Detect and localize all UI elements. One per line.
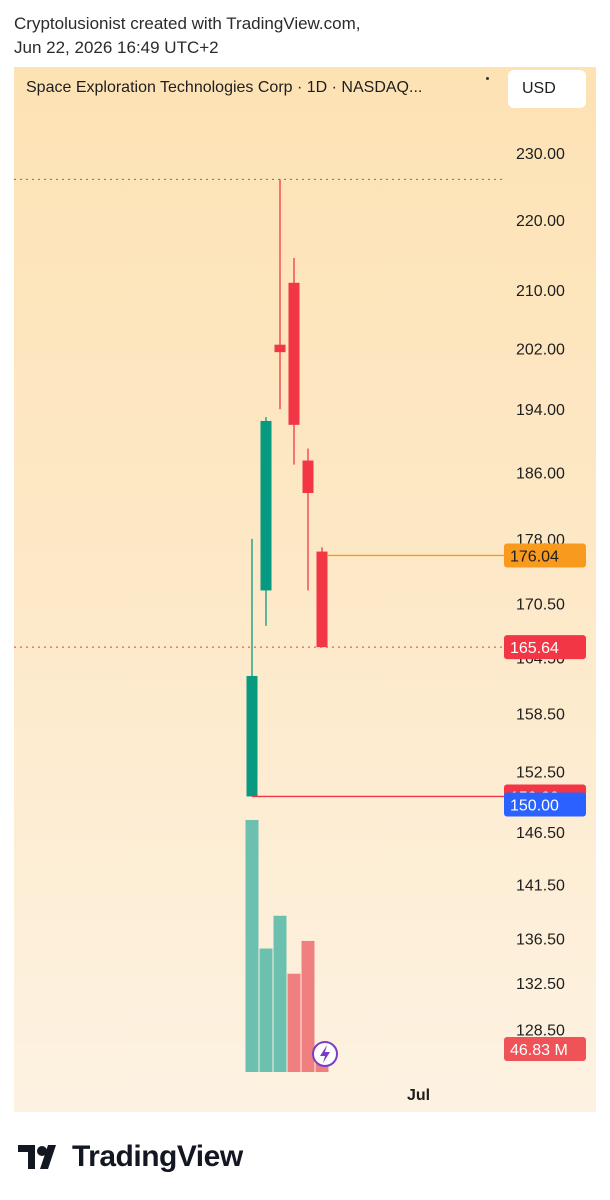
price-tick: 132.50 [516, 976, 565, 993]
price-tick: 136.50 [516, 931, 565, 948]
candle-body [274, 344, 286, 353]
volume-label: 46.83 M [510, 1042, 568, 1059]
caption-author: Cryptolusionist created with TradingView… [14, 14, 361, 33]
brand-name: TradingView [72, 1140, 243, 1173]
chart-panel[interactable]: 230.00 220.00 210.00 202.00 194.00 186.00 178.… [14, 67, 596, 1112]
price-tick: 220.00 [516, 213, 565, 230]
volume-bar [287, 973, 301, 1072]
price-tick: 141.50 [516, 877, 565, 894]
price-label-badge [504, 543, 586, 568]
tradingview-logo-icon [18, 1145, 56, 1169]
candle-body [260, 420, 272, 591]
volume-bar [259, 948, 273, 1072]
price-label-badge [504, 792, 586, 817]
price-tick: 186.00 [516, 466, 565, 483]
candle-body [246, 675, 258, 797]
price-label-badge [504, 635, 586, 660]
price-label: 150.00 [510, 798, 559, 815]
price-tick: 210.00 [516, 283, 565, 300]
currency-button[interactable]: USD [508, 70, 586, 108]
price-tick: 152.50 [516, 765, 565, 782]
lightning-icon [320, 1045, 330, 1063]
time-tick: Jul [407, 1087, 430, 1104]
price-tick: 170.50 [516, 597, 565, 614]
symbol-title[interactable]: Space Exploration Technologies Corp · 1D… [26, 79, 423, 96]
price-label: 165.64 [510, 640, 559, 657]
price-label: 176.04 [510, 548, 559, 565]
price-tick: 202.00 [516, 341, 565, 358]
volume-bar [273, 915, 287, 1072]
chart-canvas[interactable]: 230.00220.00210.00202.00194.00186.00178.… [14, 67, 596, 1112]
price-tick: 158.50 [516, 706, 565, 723]
volume-label-badge [504, 1037, 586, 1061]
candle-body [302, 460, 314, 494]
chart-caption: Cryptolusionist created with TradingView… [14, 12, 360, 60]
caption-date: Jun 22, 2026 16:49 UTC+2 [14, 38, 219, 57]
candle-body [288, 282, 300, 425]
price-tick: 230.00 [516, 146, 565, 163]
candle-body [316, 551, 328, 648]
price-tick: 146.50 [516, 825, 565, 842]
menu-dot-icon [486, 77, 489, 80]
price-tick: 194.00 [516, 402, 565, 419]
tradingview-logo: TradingView [18, 1140, 243, 1174]
volume-bar [301, 940, 315, 1072]
volume-bar [245, 820, 259, 1072]
price-tick: 128.50 [516, 1022, 565, 1039]
